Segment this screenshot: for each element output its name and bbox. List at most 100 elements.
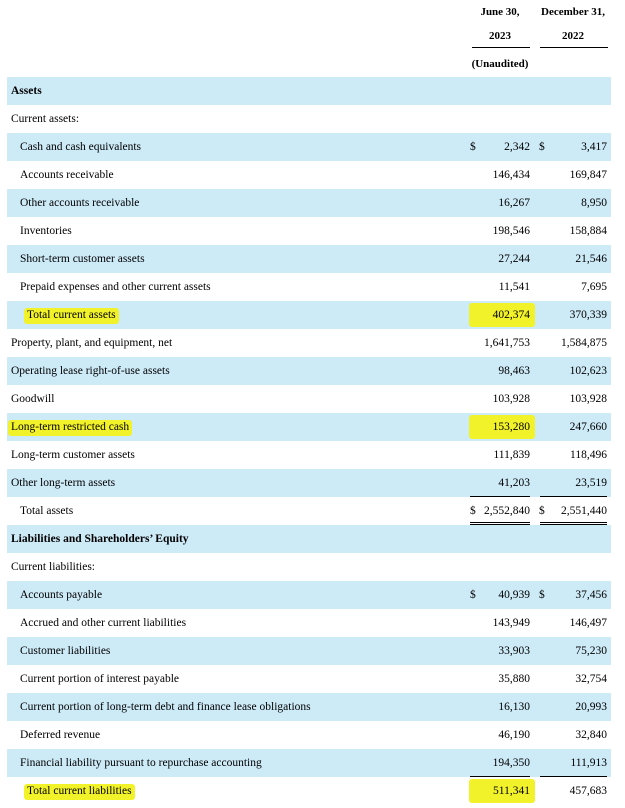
value-2023: 143,949 — [492, 617, 530, 629]
row-label: Current portion of long-term debt and fi… — [20, 701, 311, 713]
table-row: Goodwill 103,928 103,928 — [7, 385, 611, 413]
value-2023: 194,350 — [492, 757, 530, 769]
table-row: Accrued and other current liabilities 143… — [7, 609, 611, 637]
table-row: Other accounts receivable 16,267 8,950 — [7, 189, 611, 217]
value-2023: 11,541 — [498, 281, 530, 293]
subtotal-rule — [540, 496, 607, 497]
value-2023: 27,244 — [498, 253, 530, 265]
table-row: Long-term customer assets 111,839 118,496 — [7, 441, 611, 469]
value-2022: 457,683 — [569, 785, 607, 797]
row-label: Current liabilities: — [11, 561, 95, 573]
value-2023: 40,939 — [498, 589, 530, 601]
value-2023: 103,928 — [492, 393, 530, 405]
table-row: Cash and cash equivalents $2,342 $3,417 — [7, 133, 611, 161]
total-rule — [540, 522, 607, 523]
table-row: Assets — [7, 77, 611, 105]
subtotal-rule — [470, 496, 530, 497]
value-2022: 1,584,875 — [561, 337, 607, 349]
row-label: Current portion of interest payable — [20, 673, 180, 685]
row-label: Deferred revenue — [20, 729, 101, 741]
row-label: Other accounts receivable — [20, 197, 140, 209]
value-2022: 23,519 — [575, 477, 607, 489]
table-row: Liabilities and Shareholders’ Equity — [7, 525, 611, 553]
currency-symbol: $ — [539, 505, 545, 517]
row-label: Inventories — [20, 225, 72, 237]
currency-symbol: $ — [539, 141, 545, 153]
row-label: Short-term customer assets — [20, 253, 145, 265]
value-2022: 146,497 — [569, 617, 607, 629]
value-2022: 21,546 — [575, 253, 607, 265]
header-col2-year: 2022 — [562, 30, 584, 42]
value-2023: 35,880 — [498, 673, 530, 685]
value-2022: 103,928 — [569, 393, 607, 405]
table-row: Deferred revenue 46,190 32,840 — [7, 721, 611, 749]
value-2023: 2,342 — [504, 141, 530, 153]
table-row: Current portion of long-term debt and fi… — [7, 693, 611, 721]
header-col2-underline — [540, 47, 608, 48]
table-row: Customer liabilities 33,903 75,230 — [7, 637, 611, 665]
header-col1-underline — [472, 47, 530, 48]
value-2022: 169,847 — [569, 169, 607, 181]
row-label: Accounts receivable — [20, 169, 114, 181]
row-label: Cash and cash equivalents — [20, 141, 142, 153]
currency-symbol: $ — [470, 505, 476, 517]
table-row: Total assets $2,552,840 $2,551,440 — [7, 497, 611, 525]
label-highlight — [24, 784, 135, 800]
row-label: Total assets — [20, 505, 74, 517]
table-row: Accounts receivable 146,434 169,847 — [7, 161, 611, 189]
value-2023: 33,903 — [498, 645, 530, 657]
table-row: Current liabilities: — [7, 553, 611, 581]
row-label: Long-term customer assets — [11, 449, 135, 461]
value-2022: 370,339 — [569, 309, 607, 321]
table-row: Long-term restricted cash 153,280 247,660 — [7, 413, 611, 441]
value-2023: 153,280 — [492, 421, 530, 433]
row-label: Prepaid expenses and other current asset… — [20, 281, 211, 293]
table-row: Total current liabilities 511,341 457,683 — [7, 777, 611, 805]
value-2022: 75,230 — [575, 645, 607, 657]
table-row: Accounts payable $40,939 $37,456 — [7, 581, 611, 609]
row-label: Financial liability pursuant to repurcha… — [20, 757, 262, 769]
row-label: Other long-term assets — [11, 477, 116, 489]
row-label: Total current liabilities — [27, 785, 132, 797]
currency-symbol: $ — [539, 589, 545, 601]
value-2022: 32,840 — [575, 729, 607, 741]
value-2022: 158,884 — [569, 225, 607, 237]
value-2023: 16,130 — [498, 701, 530, 713]
value-2022: 2,551,440 — [561, 505, 607, 517]
subtotal-rule — [540, 776, 607, 777]
value-2022: 111,913 — [570, 757, 607, 769]
row-label: Accounts payable — [20, 589, 103, 601]
table-row: Property, plant, and equipment, net 1,641… — [7, 329, 611, 357]
value-2023: 2,552,840 — [484, 505, 530, 517]
row-label: Assets — [11, 85, 42, 97]
value-2023: 1,641,753 — [484, 337, 530, 349]
table-row: Other long-term assets 41,203 23,519 — [7, 469, 611, 497]
value-2023: 511,341 — [493, 785, 530, 797]
table-row: Current portion of interest payable 35,88… — [7, 665, 611, 693]
row-label: Accrued and other current liabilities — [20, 617, 187, 629]
row-label: Customer liabilities — [20, 645, 111, 657]
row-label: Current assets: — [11, 113, 80, 125]
table-row: Inventories 198,546 158,884 — [7, 217, 611, 245]
currency-symbol: $ — [470, 589, 476, 601]
row-label: Property, plant, and equipment, net — [11, 337, 173, 349]
total-rule — [470, 524, 530, 525]
value-2022: 3,417 — [581, 141, 607, 153]
row-label: Goodwill — [11, 393, 55, 405]
value-2023: 98,463 — [498, 365, 530, 377]
value-2022: 8,950 — [581, 197, 607, 209]
value-2022: 32,754 — [575, 673, 607, 685]
value-2023: 198,546 — [492, 225, 530, 237]
row-label: Long-term restricted cash — [11, 421, 130, 433]
subtotal-rule — [470, 776, 530, 777]
value-2023: 146,434 — [492, 169, 530, 181]
currency-symbol: $ — [470, 141, 476, 153]
table-row: Current assets: — [7, 105, 611, 133]
total-rule — [470, 522, 530, 523]
row-label: Operating lease right-of-use assets — [11, 365, 170, 377]
value-2022: 118,496 — [570, 449, 607, 461]
value-highlight — [469, 415, 535, 439]
value-2022: 7,695 — [581, 281, 607, 293]
value-2023: 41,203 — [498, 477, 530, 489]
row-label: Liabilities and Shareholders’ Equity — [11, 533, 189, 545]
